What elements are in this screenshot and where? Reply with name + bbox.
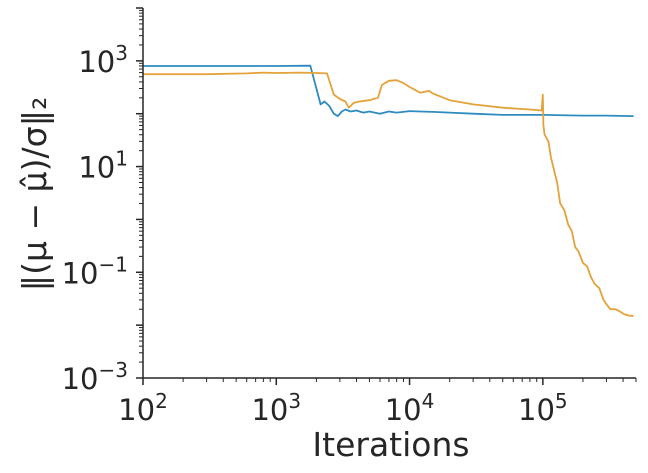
series-line-0 — [143, 64, 634, 117]
x-tick-label: 104 — [385, 389, 435, 427]
x-tick-label: 102 — [118, 389, 168, 427]
y-tick-label: 101 — [78, 147, 128, 185]
x-tick-label: 103 — [251, 389, 301, 427]
y-tick-label: 10−1 — [62, 252, 128, 290]
axes — [142, 8, 636, 379]
y-ticks: 10−3 10−1 101 103 — [62, 7, 143, 396]
x-tick-label: 105 — [518, 389, 568, 427]
series-line-1 — [143, 71, 634, 317]
y-tick-label: 10−3 — [62, 358, 128, 396]
y-axis-label: ‖(μ − μ̂)/σ‖₂ — [15, 97, 54, 292]
x-axis-label: Iterations — [312, 425, 469, 464]
y-tick-label: 103 — [78, 41, 128, 79]
plot-series — [143, 64, 634, 317]
x-ticks: 102 103 104 105 — [118, 378, 637, 427]
